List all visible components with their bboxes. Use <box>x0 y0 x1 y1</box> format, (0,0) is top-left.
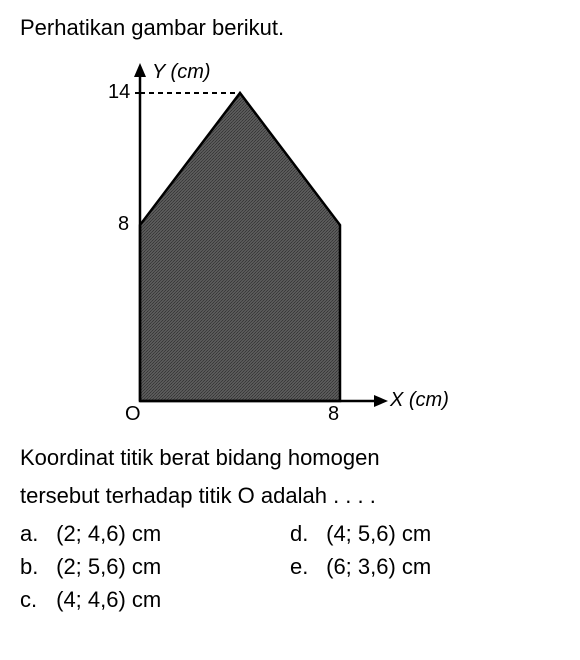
pentagon-shape <box>140 93 340 401</box>
question-line-2: tersebut terhadap titik O adalah . . . . <box>20 479 560 512</box>
option-c-text: (4; 4,6) cm <box>56 587 161 612</box>
option-d: d. (4; 5,6) cm <box>290 517 560 550</box>
problem-title: Perhatikan gambar berikut. <box>20 15 560 41</box>
x-axis-label: X (cm) <box>390 389 449 412</box>
y-tick-14: 14 <box>108 81 130 104</box>
option-a-letter: a. <box>20 517 50 550</box>
question-line-1: Koordinat titik berat bidang homogen <box>20 441 560 474</box>
option-e: e. (6; 3,6) cm <box>290 550 560 583</box>
option-a-text: (2; 4,6) cm <box>56 521 161 546</box>
y-axis-arrow <box>134 63 146 77</box>
option-e-letter: e. <box>290 550 320 583</box>
option-c-letter: c. <box>20 583 50 616</box>
option-b-letter: b. <box>20 550 50 583</box>
option-d-letter: d. <box>290 517 320 550</box>
x-axis-arrow <box>374 395 388 407</box>
y-axis-label: Y (cm) <box>152 61 211 84</box>
x-tick-8: 8 <box>328 403 339 426</box>
geometry-diagram: Y (cm) 14 8 O 8 X (cm) <box>80 51 460 431</box>
diagram-svg <box>80 51 460 431</box>
origin-label: O <box>125 403 141 426</box>
option-e-text: (6; 3,6) cm <box>326 554 431 579</box>
option-a: a. (2; 4,6) cm <box>20 517 290 550</box>
option-c: c. (4; 4,6) cm <box>20 583 290 616</box>
y-tick-8: 8 <box>118 213 129 236</box>
option-b-text: (2; 5,6) cm <box>56 554 161 579</box>
answer-options: a. (2; 4,6) cm d. (4; 5,6) cm b. (2; 5,6… <box>20 517 560 616</box>
option-d-text: (4; 5,6) cm <box>326 521 431 546</box>
option-b: b. (2; 5,6) cm <box>20 550 290 583</box>
